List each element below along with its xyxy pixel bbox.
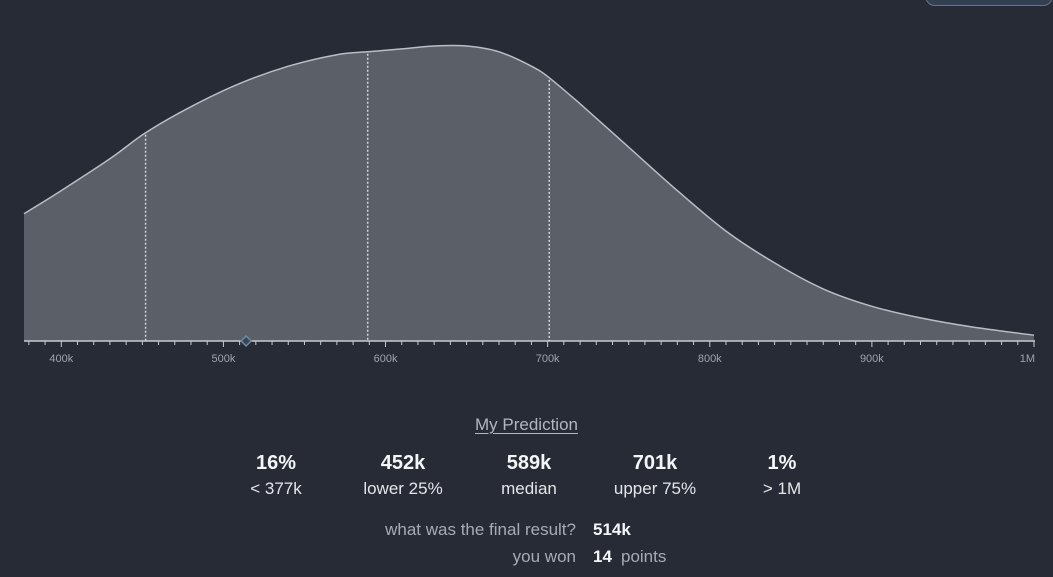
my-prediction-title[interactable]: My Prediction	[475, 415, 578, 434]
stat-value: 452k	[380, 452, 426, 474]
x-tick-label: 1M	[1020, 353, 1035, 365]
stat-above-range: 1% > 1M	[712, 452, 852, 499]
stat-label: < 377k	[250, 479, 302, 498]
final-result-marker	[240, 334, 253, 348]
final-result-row: what was the final result? 514k	[0, 520, 1053, 544]
x-tick-label: 600k	[374, 353, 398, 365]
stat-below-range: 16% < 377k	[206, 452, 346, 499]
density-area	[24, 45, 1034, 342]
x-tick-label: 900k	[860, 353, 884, 365]
stat-value: 701k	[632, 452, 678, 474]
x-tick-label: 700k	[536, 353, 560, 365]
x-tick-label: 800k	[698, 353, 722, 365]
points-row: you won 14 points	[0, 547, 1053, 571]
distribution-chart: 400k 500k 600k 700k 800k 900k 1M	[23, 44, 1035, 365]
final-result-label: what was the final result?	[385, 520, 576, 539]
density-curve	[23, 44, 1035, 336]
stat-label: upper 75%	[613, 479, 697, 498]
x-tick-label: 400k	[49, 353, 73, 365]
x-tick-label: 500k	[211, 353, 235, 365]
stat-upper-quartile: 701k upper 75%	[585, 452, 725, 499]
stat-label: lower 25%	[363, 479, 443, 498]
points-unit: points	[621, 547, 667, 566]
stat-value: 1%	[767, 452, 797, 474]
stat-median: 589k median	[459, 452, 599, 499]
stat-label: median	[501, 479, 557, 498]
stat-value: 16%	[255, 452, 297, 474]
points-label: you won	[512, 547, 576, 566]
points-value: 14	[593, 547, 612, 566]
stat-lower-quartile: 452k lower 25%	[333, 452, 473, 499]
final-result-value: 514k	[593, 520, 631, 539]
stat-label: > 1M	[762, 479, 802, 498]
stat-value: 589k	[506, 452, 552, 474]
